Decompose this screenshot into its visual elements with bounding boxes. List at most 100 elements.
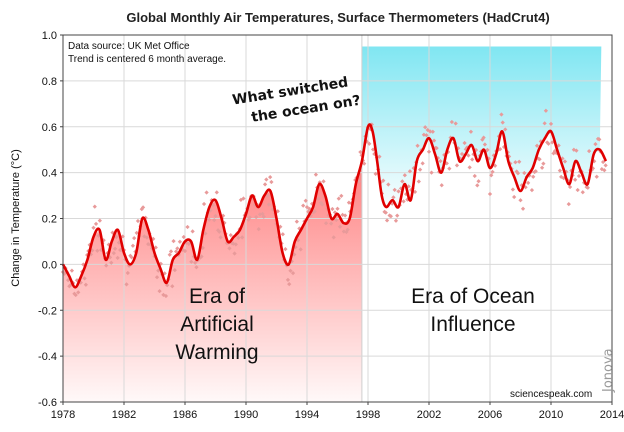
- x-tick-label-6: 2002: [417, 409, 441, 421]
- monthly-point-141: [240, 235, 245, 240]
- y-tick-label-2: -0.2: [38, 305, 57, 317]
- monthly-point-87: [171, 238, 176, 244]
- monthly-point-262: [393, 218, 399, 223]
- era-left-line-1: Era of: [189, 285, 245, 308]
- monthly-point-159: [262, 182, 268, 187]
- monthly-point-98: [185, 224, 190, 230]
- monthly-point-120: [213, 213, 218, 219]
- monthly-point-286: [424, 133, 429, 138]
- monthly-point-163: [268, 174, 273, 180]
- x-tick-label-8: 2010: [539, 409, 563, 421]
- y-tick-label-1: -0.4: [38, 351, 57, 363]
- x-tick-label-5: 1998: [356, 409, 380, 421]
- monthly-point-261: [392, 187, 397, 193]
- monthly-point-41: [112, 246, 118, 251]
- monthly-point-246: [373, 171, 378, 177]
- monthly-point-135: [232, 251, 237, 256]
- monthly-point-326: [475, 183, 480, 188]
- monthly-point-85: [168, 249, 174, 254]
- monthly-point-399: [567, 184, 573, 190]
- monthly-point-291: [430, 129, 435, 134]
- monthly-point-290: [429, 170, 434, 175]
- monthly-point-96: [182, 248, 188, 254]
- monthly-point-212: [330, 206, 335, 212]
- monthly-point-413: [585, 185, 590, 190]
- monthly-point-324: [472, 173, 477, 179]
- monthly-point-216: [335, 206, 340, 211]
- monthly-point-215: [334, 217, 339, 223]
- monthly-point-101: [189, 259, 194, 264]
- monthly-point-378: [541, 161, 546, 166]
- monthly-point-409: [580, 190, 585, 195]
- monthly-point-375: [537, 157, 542, 162]
- monthly-point-115: [207, 217, 212, 222]
- monthly-point-360: [518, 198, 523, 203]
- monthly-point-66: [144, 235, 149, 240]
- monthly-point-398: [566, 201, 571, 207]
- monthly-point-110: [200, 245, 205, 251]
- monthly-point-109: [199, 254, 204, 259]
- x-tick-label-9: 2014: [600, 409, 624, 421]
- era-right-line-1: Era of Ocean: [411, 285, 535, 308]
- monthly-point-403: [573, 177, 578, 182]
- monthly-point-255: [384, 218, 390, 223]
- monthly-point-252: [381, 178, 386, 183]
- monthly-point-90: [175, 246, 180, 251]
- monthly-point-414: [587, 149, 592, 154]
- y-tick-label-6: 0.6: [42, 122, 57, 134]
- monthly-point-187: [298, 247, 303, 252]
- monthly-point-359: [517, 159, 522, 164]
- monthly-point-147: [247, 215, 252, 220]
- monthly-point-111: [201, 201, 207, 207]
- monthly-point-222: [343, 213, 348, 218]
- monthly-point-160: [264, 177, 269, 182]
- monthly-point-154: [256, 226, 261, 232]
- x-tick-label-2: 1986: [173, 409, 197, 421]
- monthly-point-314: [459, 151, 465, 157]
- monthly-point-169: [275, 209, 280, 214]
- monthly-point-92: [177, 239, 183, 244]
- monthly-point-7: [69, 268, 75, 273]
- monthly-point-366: [526, 180, 531, 185]
- monthly-point-233: [356, 179, 362, 184]
- monthly-point-177: [285, 277, 291, 283]
- monthly-point-54: [129, 255, 134, 260]
- monthly-point-207: [323, 221, 329, 226]
- monthly-point-29: [97, 218, 102, 223]
- monthly-point-89: [173, 249, 179, 254]
- monthly-point-136: [233, 242, 238, 247]
- monthly-point-390: [556, 143, 561, 148]
- era-left-shade: [63, 161, 362, 402]
- monthly-point-192: [304, 204, 310, 210]
- monthly-point-217: [336, 196, 341, 201]
- monthly-point-267: [400, 179, 405, 184]
- monthly-point-391: [557, 168, 563, 173]
- monthly-point-173: [280, 232, 285, 237]
- monthly-point-131: [227, 246, 232, 251]
- monthly-point-164: [269, 179, 274, 185]
- signature: Jonova: [601, 348, 616, 393]
- monthly-point-362: [520, 206, 526, 211]
- monthly-point-385: [550, 140, 555, 145]
- y-tick-label-0: -0.6: [38, 397, 57, 409]
- x-tick-label-0: 1978: [51, 409, 75, 421]
- y-axis-ticks: -0.6 -0.4 -0.2 0.0 0.2 0.4 0.6 0.8 1.0: [38, 30, 63, 409]
- monthly-point-405: [575, 187, 580, 193]
- monthly-point-234: [358, 149, 363, 155]
- monthly-point-316: [462, 140, 467, 146]
- monthly-point-181: [290, 271, 296, 276]
- monthly-point-372: [533, 169, 538, 174]
- monthly-point-277: [412, 189, 418, 194]
- monthly-point-327: [476, 179, 481, 184]
- monthly-point-132: [228, 233, 233, 238]
- monthly-point-358: [515, 171, 521, 176]
- monthly-point-219: [339, 193, 344, 199]
- monthly-point-404: [574, 148, 579, 153]
- monthly-point-204: [320, 202, 325, 207]
- credit-text: sciencespeak.com: [510, 389, 592, 400]
- monthly-point-294: [434, 145, 439, 151]
- era-left-line-3: Warming: [175, 341, 258, 364]
- monthly-point-422: [597, 137, 602, 142]
- monthly-point-337: [489, 173, 494, 178]
